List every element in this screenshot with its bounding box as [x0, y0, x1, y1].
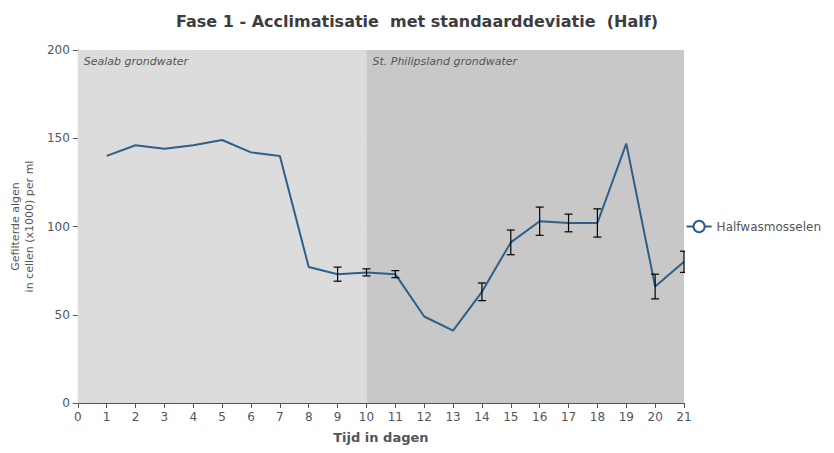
svg-text:19: 19 — [619, 410, 634, 424]
svg-text:11: 11 — [388, 410, 403, 424]
svg-text:20: 20 — [647, 410, 662, 424]
svg-text:0: 0 — [62, 396, 70, 410]
svg-text:St. Philipsland grondwater: St. Philipsland grondwater — [372, 55, 518, 68]
svg-text:16: 16 — [532, 410, 547, 424]
svg-text:200: 200 — [47, 43, 70, 57]
svg-text:9: 9 — [334, 410, 342, 424]
svg-text:Fase 1 - Acclimatisatie met s: Fase 1 - Acclimatisatie met standaarddev… — [176, 12, 658, 31]
svg-text:in cellen (x1000) per ml: in cellen (x1000) per ml — [23, 161, 36, 293]
svg-text:21: 21 — [676, 410, 691, 424]
svg-text:12: 12 — [417, 410, 432, 424]
svg-text:14: 14 — [474, 410, 489, 424]
svg-text:4: 4 — [189, 410, 197, 424]
svg-text:6: 6 — [247, 410, 255, 424]
svg-text:1: 1 — [103, 410, 111, 424]
svg-text:100: 100 — [47, 220, 70, 234]
svg-text:Gefilterde algen: Gefilterde algen — [9, 182, 22, 270]
svg-text:0: 0 — [74, 410, 82, 424]
svg-text:7: 7 — [276, 410, 284, 424]
svg-text:17: 17 — [561, 410, 576, 424]
svg-text:3: 3 — [161, 410, 169, 424]
svg-text:50: 50 — [55, 308, 70, 322]
svg-text:18: 18 — [590, 410, 605, 424]
svg-text:13: 13 — [445, 410, 460, 424]
svg-text:8: 8 — [305, 410, 313, 424]
svg-text:2: 2 — [132, 410, 140, 424]
svg-text:15: 15 — [503, 410, 518, 424]
svg-text:5: 5 — [218, 410, 226, 424]
svg-text:Sealab grondwater: Sealab grondwater — [84, 55, 190, 68]
svg-text:Tijd in dagen: Tijd in dagen — [333, 430, 428, 445]
svg-text:150: 150 — [47, 131, 70, 145]
svg-text:10: 10 — [359, 410, 374, 424]
svg-text:Halfwasmosselen: Halfwasmosselen — [717, 220, 821, 234]
